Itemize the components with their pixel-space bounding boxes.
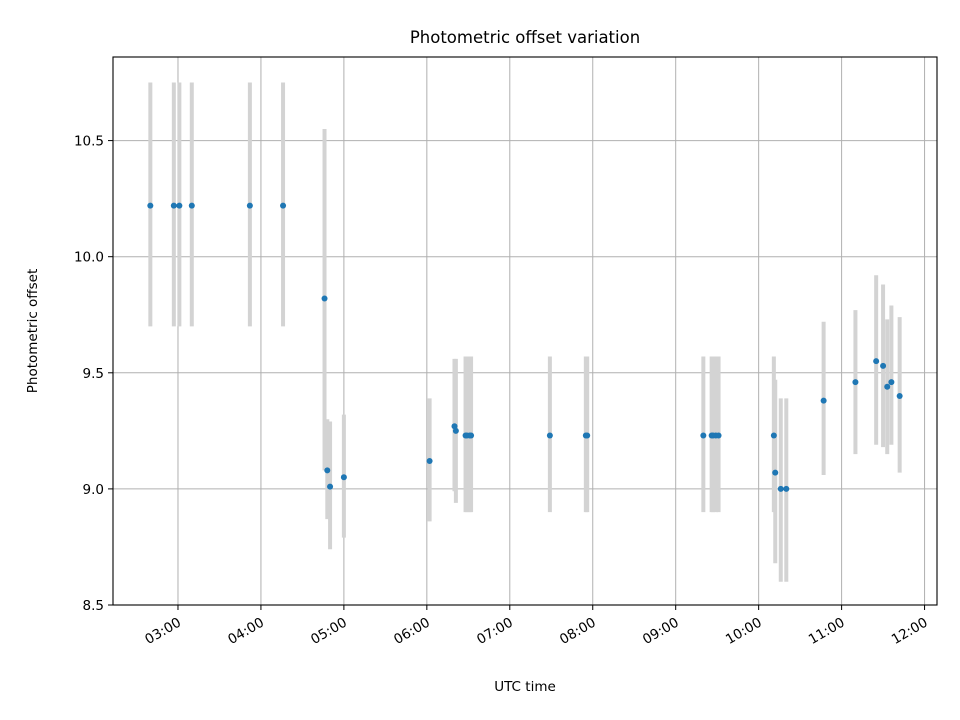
- data-point: [700, 432, 707, 439]
- data-point: [896, 393, 903, 400]
- data-point: [783, 485, 790, 492]
- y-axis-label: Photometric offset: [25, 269, 41, 393]
- data-point: [873, 358, 880, 365]
- y-tick-label: 10.5: [74, 134, 104, 150]
- data-points: [147, 202, 903, 492]
- data-point: [324, 467, 331, 474]
- plot-frame: [112, 56, 938, 606]
- data-point: [188, 202, 195, 209]
- data-point: [426, 458, 433, 465]
- data-point: [770, 432, 777, 439]
- y-tick-label: 9.5: [83, 366, 104, 382]
- data-point: [777, 485, 784, 492]
- data-point: [246, 202, 253, 209]
- x-axis-label: UTC time: [494, 679, 556, 695]
- data-point: [340, 474, 347, 481]
- data-point: [852, 379, 859, 386]
- chart-title: Photometric offset variation: [410, 28, 640, 47]
- data-point: [452, 427, 459, 434]
- data-point: [451, 423, 458, 430]
- data-point: [584, 432, 591, 439]
- y-tick-label: 8.5: [83, 598, 104, 614]
- y-tick-label: 10.0: [74, 250, 104, 266]
- data-point: [176, 202, 183, 209]
- data-point: [820, 397, 827, 404]
- data-point: [888, 379, 895, 386]
- data-point: [280, 202, 287, 209]
- data-point: [170, 202, 177, 209]
- data-point: [880, 362, 887, 369]
- data-point: [468, 432, 475, 439]
- data-point: [884, 383, 891, 390]
- y-tick-label: 9.0: [83, 482, 104, 498]
- y-axis-ticks: 8.5 9.0 9.5 10.0 10.5: [74, 134, 113, 614]
- data-point: [772, 469, 779, 476]
- data-point: [147, 202, 154, 209]
- data-point: [327, 483, 334, 490]
- data-point: [546, 432, 553, 439]
- data-point: [321, 295, 328, 302]
- data-point: [715, 432, 722, 439]
